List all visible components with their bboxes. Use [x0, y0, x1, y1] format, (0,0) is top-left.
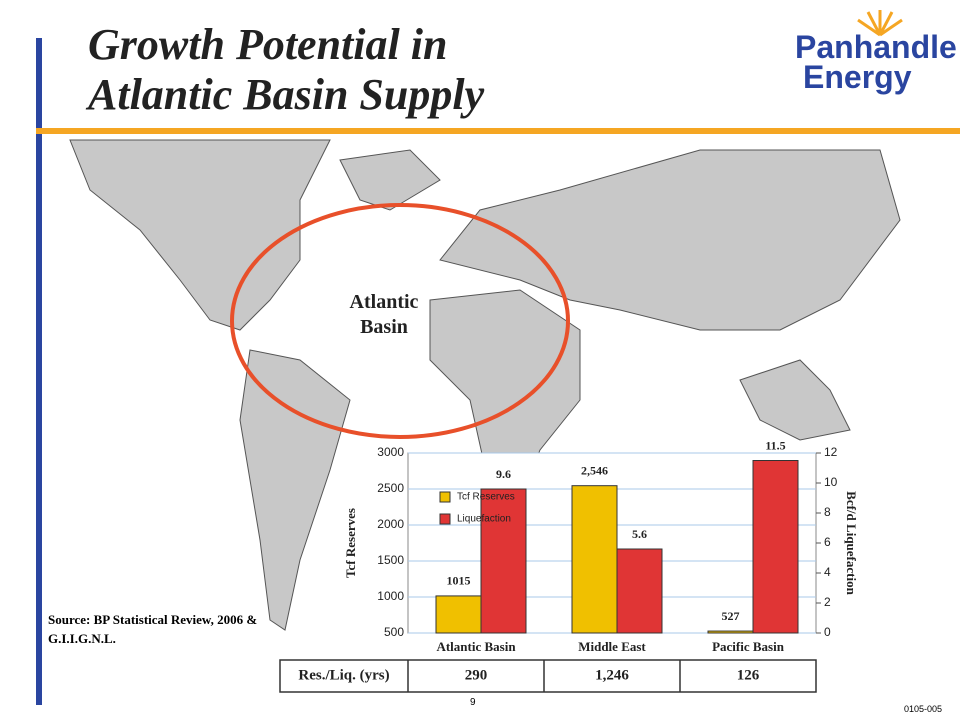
y2-tick-label: 0: [824, 625, 831, 639]
table-cell: 126: [737, 667, 760, 683]
bar: [435, 595, 482, 634]
title-line: Atlantic Basin Supply: [88, 70, 485, 119]
value-label: 2,546: [581, 463, 608, 477]
y-tick-label: 1500: [377, 553, 404, 567]
y2-tick-label: 8: [824, 505, 831, 519]
title-rule: [36, 128, 960, 134]
y2-tick-label: 2: [824, 595, 831, 609]
bar: [480, 488, 527, 634]
y2-tick-label: 12: [824, 445, 838, 459]
y2-tick-label: 10: [824, 475, 838, 489]
logo-sun: [857, 10, 903, 37]
table-cell: 290: [465, 667, 488, 683]
value-label: 11.5: [765, 438, 785, 452]
side-bar: [36, 38, 42, 705]
y-tick-label: 1000: [377, 589, 404, 603]
logo: Panhandle Energy: [795, 29, 957, 95]
y2-tick-label: 4: [824, 565, 831, 579]
basin-circle: [230, 203, 570, 439]
table-frame: [279, 659, 817, 693]
bar: [752, 460, 799, 634]
y-tick-label: 2000: [377, 517, 404, 531]
doc-code: 0105-005: [904, 704, 943, 714]
legend-swatch: [439, 513, 451, 525]
logo-line: Energy: [803, 59, 912, 95]
y-tick-label: 500: [384, 625, 404, 639]
value-label: 1015: [447, 574, 471, 588]
bar: [707, 630, 754, 634]
logo-line: Panhandle: [795, 29, 957, 65]
x-tick-label: Atlantic Basin: [436, 639, 516, 654]
title: Growth Potential in Atlantic Basin Suppl…: [88, 20, 484, 120]
bar: [571, 485, 618, 634]
table-cell: 1,246: [595, 667, 629, 683]
y-tick-label: 3000: [377, 445, 404, 459]
x-tick-label: Middle East: [578, 639, 646, 654]
value-label: 527: [722, 609, 740, 623]
table-header: Res./Liq. (yrs): [298, 667, 389, 683]
y-axis-label: Tcf Reserves: [343, 508, 358, 578]
source: Source: BP Statistical Review, 2006 & G.…: [48, 612, 258, 646]
legend-label: Liquefaction: [457, 514, 511, 525]
world-map: [69, 139, 901, 631]
value-label: 9.6: [496, 467, 511, 481]
y2-axis-label: Bcf/d Liquefaction: [844, 491, 859, 595]
legend-swatch: [439, 491, 451, 503]
y2-tick-label: 6: [824, 535, 831, 549]
value-label: 5.6: [632, 527, 647, 541]
page-number: 9: [470, 697, 476, 708]
legend-label: Tcf Reserves: [457, 492, 515, 503]
title-line: Growth Potential in: [88, 20, 448, 69]
y-tick-label: 2500: [377, 481, 404, 495]
x-tick-label: Pacific Basin: [712, 639, 785, 654]
map-annotation: Atlantic Basin: [349, 291, 419, 338]
bar: [616, 548, 663, 634]
